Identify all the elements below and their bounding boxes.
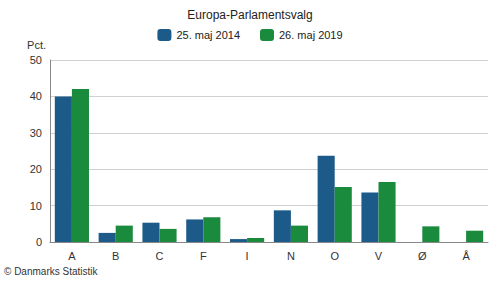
svg-text:50: 50 <box>30 54 42 66</box>
svg-text:O: O <box>330 250 339 262</box>
svg-text:© Danmarks Statistik: © Danmarks Statistik <box>4 266 99 277</box>
svg-text:Å: Å <box>462 250 470 262</box>
svg-text:26. maj 2019: 26. maj 2019 <box>279 29 343 41</box>
svg-text:30: 30 <box>30 127 42 139</box>
svg-text:40: 40 <box>30 90 42 102</box>
svg-text:Pct.: Pct. <box>27 39 46 51</box>
svg-text:I: I <box>246 250 249 262</box>
svg-text:C: C <box>156 250 164 262</box>
svg-text:V: V <box>375 250 383 262</box>
svg-text:10: 10 <box>30 200 42 212</box>
svg-text:N: N <box>287 250 295 262</box>
svg-text:B: B <box>112 250 119 262</box>
svg-text:Ø: Ø <box>418 250 427 262</box>
svg-text:A: A <box>68 250 76 262</box>
svg-text:F: F <box>200 250 207 262</box>
svg-text:Europa-Parlamentsvalg: Europa-Parlamentsvalg <box>187 8 312 22</box>
svg-text:0: 0 <box>36 236 42 248</box>
svg-text:25. maj 2014: 25. maj 2014 <box>176 29 240 41</box>
svg-text:20: 20 <box>30 163 42 175</box>
